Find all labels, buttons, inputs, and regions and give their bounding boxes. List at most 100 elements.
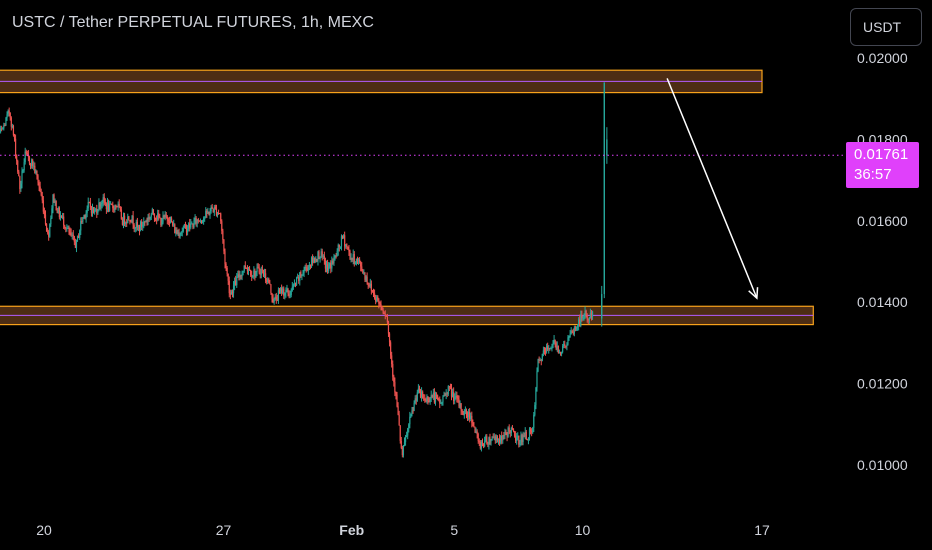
candle-body-182 (176, 230, 178, 235)
candle-body-349 (354, 262, 356, 264)
candle-body-213 (209, 211, 211, 216)
price-tick-label: 0.02000 (857, 50, 908, 66)
candle-body-461 (474, 426, 476, 433)
candle-body-381 (388, 333, 391, 343)
candle-body-527 (544, 351, 547, 353)
candle-body-450 (462, 411, 464, 415)
candle-body-481 (495, 437, 497, 441)
candle-body-419 (429, 398, 431, 403)
candle-body-545 (564, 344, 566, 346)
candle-body-313 (316, 258, 318, 262)
candle-body-439 (450, 387, 453, 397)
candle-body-347 (352, 254, 354, 260)
candle-body-152 (144, 221, 146, 223)
candle-body-409 (418, 388, 421, 391)
candle-body-327 (331, 260, 333, 269)
candle-body-174 (167, 219, 169, 222)
candle-body-42 (26, 152, 28, 155)
price-tick-label: 0.01000 (857, 457, 908, 473)
candle-body-196 (191, 223, 193, 225)
candle-body-244 (242, 271, 244, 273)
candle-body-560 (580, 314, 582, 326)
candle-body-177 (170, 218, 173, 222)
candle-body-389 (397, 406, 399, 415)
candle-body-519 (536, 371, 538, 388)
candle-body-231 (228, 280, 230, 294)
zones-layer (0, 69, 814, 326)
candle-body-476 (490, 440, 492, 442)
candle-body-432 (443, 395, 445, 397)
candle-body-126 (116, 206, 118, 208)
candle-body-421 (431, 395, 433, 398)
candle-body-88 (75, 239, 78, 248)
candle-body-263 (262, 270, 265, 277)
candle-body-155 (147, 217, 149, 222)
candle-body-78 (65, 228, 67, 230)
candle-body-81 (68, 227, 70, 233)
candle-body-222 (219, 213, 221, 215)
candle-body-262 (261, 269, 263, 271)
candle-body-114 (103, 197, 105, 203)
candle-body-227 (224, 251, 226, 264)
candle-body-151 (143, 221, 145, 225)
candle-body-149 (141, 221, 143, 227)
candle-body-379 (386, 316, 389, 323)
candle-body-210 (206, 210, 208, 214)
candle-body-289 (290, 290, 292, 296)
candle-body-359 (365, 276, 367, 280)
candle-body-22 (5, 117, 7, 126)
candle-body-396 (404, 437, 407, 443)
candle-body-442 (454, 396, 456, 402)
candle-body-249 (247, 269, 250, 271)
candle-body-318 (321, 251, 323, 257)
candle-body-204 (199, 220, 202, 222)
candle-body-290 (291, 286, 293, 291)
candle-body-180 (174, 224, 176, 234)
candle-body-483 (497, 439, 500, 441)
candle-body-130 (120, 209, 122, 220)
candle-body-164 (157, 213, 159, 220)
candle-body-517 (534, 405, 536, 415)
candle-body-169 (162, 215, 164, 223)
candle-body-322 (325, 264, 328, 269)
candle-body-553 (572, 332, 574, 334)
breakout-candle-body-0 (601, 294, 603, 319)
candle-body-459 (472, 422, 474, 427)
candle-body-500 (516, 437, 518, 441)
candle-body-218 (214, 207, 216, 209)
candle-body-107 (96, 209, 98, 214)
candle-body-36 (20, 183, 22, 190)
candle-body-85 (72, 234, 74, 236)
candle-body-428 (439, 399, 441, 404)
candle-body-96 (84, 215, 86, 218)
candle-body-99 (87, 202, 89, 209)
candle-body-21 (4, 125, 6, 127)
candle-body-55 (40, 191, 42, 196)
currency-button[interactable]: USDT (850, 8, 922, 46)
candle-body-224 (221, 221, 223, 231)
candle-body-123 (113, 208, 115, 210)
candle-body-323 (326, 264, 329, 271)
candle-body-523 (540, 359, 542, 362)
candle-body-346 (351, 257, 353, 260)
candle-body-515 (532, 427, 534, 433)
candle-body-422 (432, 392, 434, 398)
candle-body-229 (226, 267, 228, 275)
candle-body-380 (387, 322, 390, 334)
candle-body-478 (492, 436, 494, 438)
candle-body-75 (61, 216, 64, 218)
candle-body-445 (457, 398, 459, 400)
breakout-candle-body-2 (606, 139, 608, 156)
candle-body-145 (136, 221, 138, 228)
candle-body-341 (346, 244, 348, 248)
candle-body-190 (184, 224, 187, 226)
candle-body-30 (13, 135, 16, 139)
candle-body-485 (500, 435, 502, 443)
candle-body-513 (529, 429, 532, 431)
candle-body-462 (475, 431, 477, 433)
candle-body-220 (216, 212, 219, 216)
candle-body-137 (128, 216, 130, 221)
candle-body-168 (161, 222, 163, 226)
candle-body-363 (369, 283, 371, 287)
